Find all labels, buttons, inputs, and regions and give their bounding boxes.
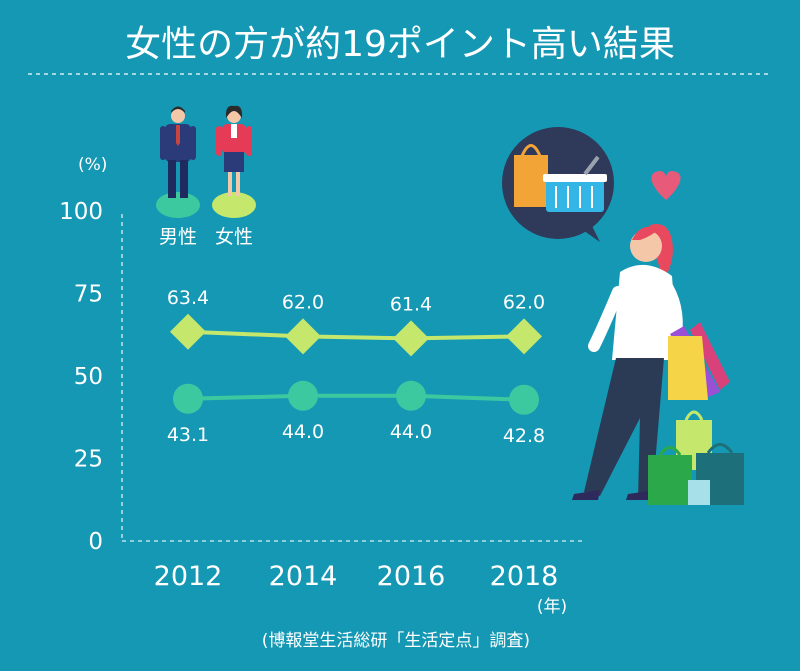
male-data-point	[396, 380, 426, 411]
y-tick-labels: 0 25 50 75 100	[59, 199, 103, 555]
male-data-point	[509, 384, 539, 415]
y-unit-label: (%)	[78, 155, 107, 175]
legend-male-label: 男性	[159, 226, 197, 248]
male-figure-icon	[156, 106, 200, 218]
y-tick-label: 50	[74, 364, 103, 390]
x-tick-label: 2014	[269, 561, 338, 592]
female-value-label: 62.0	[503, 291, 545, 313]
legend-female-label: 女性	[215, 226, 253, 248]
shopping-bags-icon	[648, 322, 744, 505]
female-figure-icon	[212, 105, 256, 218]
male-value-label: 42.8	[503, 425, 545, 447]
series-markers	[170, 313, 542, 415]
male-value-label: 44.0	[390, 421, 432, 443]
female-value-label: 63.4	[167, 287, 209, 309]
data-labels: 63.4 62.0 61.4 62.0 43.1 44.0 44.0 42.8	[167, 287, 545, 447]
shopping-basket-icon	[543, 155, 607, 212]
chart-title: 女性の方が約19ポイント高い結果	[125, 24, 675, 65]
male-value-label: 44.0	[282, 421, 324, 443]
male-data-point	[288, 380, 318, 411]
x-tick-label: 2016	[377, 561, 446, 592]
x-tick-labels: 2012 2014 2016 2018	[154, 561, 559, 592]
female-data-point	[393, 320, 429, 357]
series-lines	[187, 329, 525, 402]
x-unit-label: (年)	[537, 597, 567, 617]
y-tick-label: 0	[88, 529, 103, 555]
female-series-line	[187, 329, 525, 341]
female-value-label: 61.4	[390, 293, 432, 315]
male-data-point	[173, 383, 203, 414]
female-data-point	[285, 318, 321, 355]
male-value-label: 43.1	[167, 424, 209, 446]
shopping-woman-illustration	[502, 127, 744, 505]
female-data-point	[506, 318, 542, 355]
heart-icon	[651, 171, 681, 200]
shopping-bag-icon	[514, 144, 548, 207]
male-series-line	[187, 393, 525, 402]
legend: 男性 女性	[156, 105, 256, 248]
x-tick-label: 2012	[154, 561, 223, 592]
x-tick-label: 2018	[490, 561, 559, 592]
female-data-point	[170, 313, 206, 350]
y-tick-label: 25	[74, 447, 103, 473]
y-tick-label: 75	[74, 282, 103, 308]
y-tick-label: 100	[59, 199, 103, 225]
source-note: (博報堂生活総研「生活定点」調査)	[262, 631, 530, 651]
female-value-label: 62.0	[282, 291, 324, 313]
